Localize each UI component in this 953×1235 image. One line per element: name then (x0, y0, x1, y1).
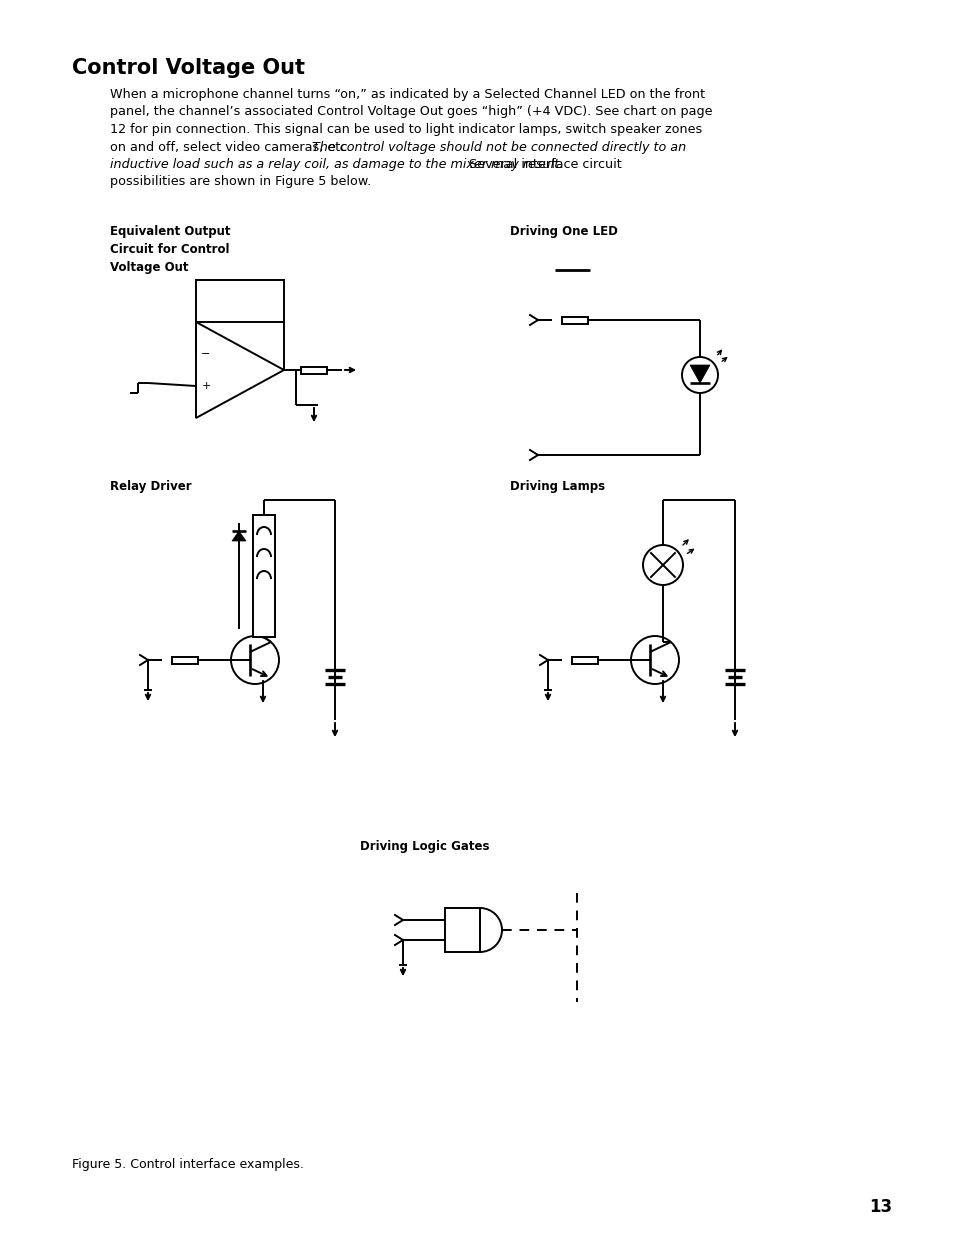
Text: 12 for pin connection. This signal can be used to light indicator lamps, switch : 12 for pin connection. This signal can b… (110, 124, 701, 136)
Text: +: + (201, 382, 211, 391)
Text: Driving Lamps: Driving Lamps (510, 480, 604, 493)
Text: on and off, select video cameras, etc.: on and off, select video cameras, etc. (110, 141, 355, 153)
Bar (561, 316, 587, 324)
Text: The control voltage should not be connected directly to an: The control voltage should not be connec… (312, 141, 685, 153)
Bar (572, 657, 598, 663)
Bar (195, 280, 284, 322)
Text: Driving Logic Gates: Driving Logic Gates (359, 840, 489, 853)
Text: inductive load such as a relay coil, as damage to the mixer may result.: inductive load such as a relay coil, as … (110, 158, 562, 170)
Bar (444, 908, 479, 952)
Text: Control Voltage Out: Control Voltage Out (71, 58, 305, 78)
Text: Driving One LED: Driving One LED (510, 225, 618, 238)
Text: Several interface circuit: Several interface circuit (464, 158, 621, 170)
Text: possibilities are shown in Figure 5 below.: possibilities are shown in Figure 5 belo… (110, 175, 371, 189)
Bar (253, 515, 274, 637)
Text: Figure 5. Control interface examples.: Figure 5. Control interface examples. (71, 1158, 304, 1171)
Text: Equivalent Output
Circuit for Control
Voltage Out: Equivalent Output Circuit for Control Vo… (110, 225, 231, 274)
Text: −: − (201, 350, 211, 359)
Polygon shape (232, 531, 246, 541)
Bar (301, 367, 327, 373)
Text: When a microphone channel turns “on,” as indicated by a Selected Channel LED on : When a microphone channel turns “on,” as… (110, 88, 704, 101)
Polygon shape (689, 366, 709, 383)
Text: panel, the channel’s associated Control Voltage Out goes “high” (+4 VDC). See ch: panel, the channel’s associated Control … (110, 105, 712, 119)
Text: 13: 13 (868, 1198, 891, 1216)
Text: Relay Driver: Relay Driver (110, 480, 192, 493)
Bar (172, 657, 198, 663)
